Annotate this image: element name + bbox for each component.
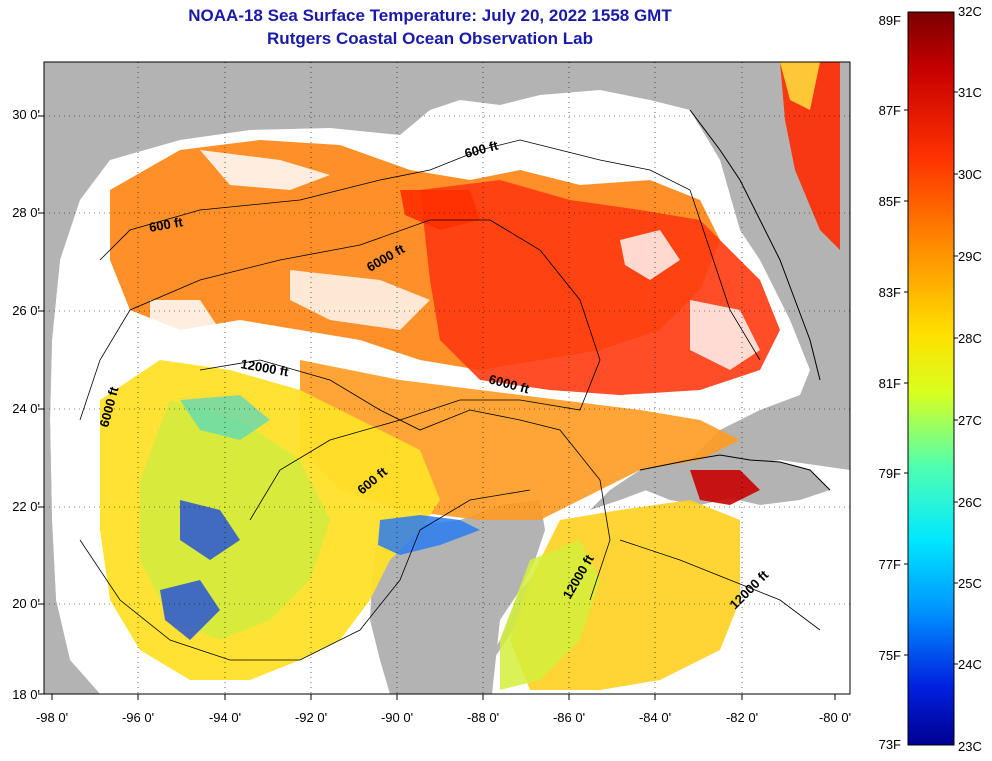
cloud-east: [620, 230, 680, 280]
contour-12000ft: [199, 359, 611, 601]
sst-yellowgreen-channel: [500, 540, 600, 690]
contour-600ft-north: [99, 139, 761, 361]
coastline-florida: [689, 109, 821, 381]
contour-6000ft: [79, 219, 601, 521]
lon-label-94: -94 0': [208, 710, 242, 725]
map-title: NOAA-18 Sea Surface Temperature: July 20…: [188, 6, 672, 25]
cb-f-89: 89F: [878, 13, 901, 28]
cb-c-30: 30C: [958, 167, 982, 182]
graticule: [44, 62, 850, 694]
coastline-cuba: [639, 454, 831, 491]
contour-label-2: 600 ft: [148, 214, 185, 235]
sst-blue-sw2: [160, 580, 220, 640]
plot-frame: [43, 61, 851, 695]
lon-label-98: -98 0': [35, 710, 69, 725]
lat-label-22: 22 0': [12, 499, 40, 514]
lon-label-86: -86 0': [552, 710, 586, 725]
lat-label-30: 30 0': [12, 107, 40, 122]
cb-f-77: 77F: [878, 557, 901, 572]
cloud-central: [290, 270, 430, 330]
sst-blue-yucatan: [378, 515, 480, 555]
cb-c-29: 29C: [958, 249, 982, 264]
cb-c-28: 28C: [958, 331, 982, 346]
cb-f-81: 81F: [878, 376, 901, 391]
sst-yellowgreen-west: [140, 400, 330, 640]
cloud-se: [690, 300, 760, 370]
lon-label-90: -90 0': [380, 710, 414, 725]
cb-f-75: 75F: [878, 648, 901, 663]
lat-label-18: 18 0': [12, 687, 40, 702]
lat-label-26: 26 0': [12, 303, 40, 318]
lon-label-92: -92 0': [294, 710, 328, 725]
cb-c-27: 27C: [958, 413, 982, 428]
contour-600ft-south: [79, 489, 531, 661]
lon-label-82: -82 0': [725, 710, 759, 725]
map-subtitle: Rutgers Coastal Ocean Observation Lab: [267, 29, 593, 48]
cb-f-83: 83F: [878, 285, 901, 300]
lon-label-96: -96 0': [121, 710, 155, 725]
cb-c-25: 25C: [958, 576, 982, 591]
cb-f-73: 73F: [878, 737, 901, 752]
cb-c-32: 32C: [958, 4, 982, 19]
sst-blue-sw1: [180, 500, 240, 560]
cb-c-23: 23C: [958, 739, 982, 754]
contour-12000ft-east: [619, 539, 821, 631]
cb-c-26: 26C: [958, 495, 982, 510]
lon-label-84: -84 0': [638, 710, 672, 725]
lon-label-88: -88 0': [466, 710, 500, 725]
lat-label-28: 28 0': [12, 205, 40, 220]
sst-red-cuba: [690, 470, 760, 505]
cb-f-85: 85F: [878, 194, 901, 209]
cloud-north: [200, 150, 330, 190]
lat-label-20: 20 0': [12, 596, 40, 611]
colorbar: [907, 11, 955, 746]
cb-c-24: 24C: [958, 657, 982, 672]
lat-label-24: 24 0': [12, 401, 40, 416]
lon-label-80: -80 0': [818, 710, 852, 725]
cb-f-79: 79F: [878, 466, 901, 481]
cb-c-31: 31C: [958, 85, 982, 100]
sst-yellow-florida: [780, 62, 820, 110]
mexico-land: [44, 240, 100, 694]
cloud-west: [150, 300, 220, 350]
cb-f-87: 87F: [878, 103, 901, 118]
sst-red-florida-coast: [780, 62, 840, 250]
